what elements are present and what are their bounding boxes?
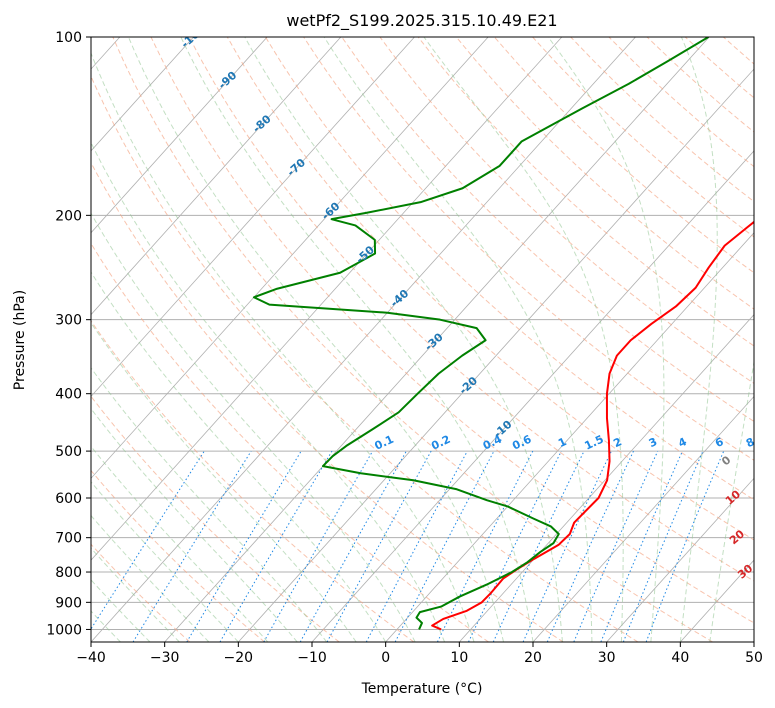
moist-adiabat-line: [323, 37, 593, 642]
mixing-ratio-line: [573, 450, 659, 642]
isotherm-line: [164, 37, 710, 642]
y-tick-label: 700: [55, 531, 82, 547]
x-tick-label: 40: [671, 650, 689, 666]
isotherm-line: [91, 37, 489, 479]
moist-adiabat-line: [180, 37, 534, 642]
moist-adiabat-line: [91, 407, 298, 642]
moist-adiabat-line: [91, 514, 210, 642]
x-tick-label: −20: [224, 650, 254, 666]
dry-adiabat-line: [91, 242, 489, 642]
y-tick-label: 200: [55, 208, 82, 224]
moist-adiabat-line: [91, 141, 446, 642]
y-tick-label: 400: [55, 387, 82, 403]
isotherm-line: [459, 313, 754, 642]
dry-adiabat-line: [226, 37, 754, 541]
y-tick-label: 100: [55, 30, 82, 46]
dry-adiabat-line: [91, 161, 564, 642]
mixing-ratio-line: [622, 450, 704, 642]
isotherm-line: [91, 37, 194, 152]
moist-adiabat-line: [679, 37, 718, 642]
isotherm-line: [91, 37, 636, 642]
x-axis: −40 −30 −20 −10 0 10 20 30 40 50: [76, 642, 763, 666]
dry-adiabat-label: 40: [751, 592, 771, 612]
x-tick-label: −10: [297, 650, 327, 666]
mixing-ratio-label: 8: [744, 435, 756, 450]
x-tick-label: 10: [450, 650, 468, 666]
mixing-ratio-line: [365, 450, 468, 642]
dry-adiabat-line: [265, 37, 754, 501]
mixing-ratio-line: [645, 450, 725, 642]
isotherm-line: [91, 37, 563, 561]
y-tick-label: 500: [55, 444, 82, 460]
moist-adiabat-line: [91, 547, 180, 642]
dewpoint-profile-line: [252, 37, 709, 630]
moist-adiabat-line: [709, 359, 754, 642]
moist-adiabat-line: [91, 322, 357, 642]
dry-adiabat-line: [188, 37, 754, 582]
x-tick-label: −30: [150, 650, 180, 666]
mixing-ratio-line: [299, 450, 407, 642]
dry-adiabat-line: [91, 469, 265, 642]
moist-adiabat-line: [91, 271, 387, 642]
isotherm-line: [238, 68, 754, 642]
y-axis-label: Pressure (hPa): [12, 290, 28, 390]
moist-adiabat-line: [91, 212, 416, 642]
isotherm-line: [532, 395, 754, 642]
dry-adiabat-label: 30: [735, 562, 755, 582]
mixing-ratio-line: [436, 450, 534, 642]
mixing-ratio-line: [132, 450, 252, 642]
y-tick-label: 900: [55, 595, 82, 611]
dry-adiabat-line: [91, 75, 639, 642]
moist-adiabat-line: [91, 481, 239, 642]
moist-adiabat-line: [91, 579, 151, 642]
x-tick-label: 20: [524, 650, 542, 666]
x-tick-label: −40: [76, 650, 106, 666]
dry-adiabat-line: [150, 37, 754, 624]
isotherm-line: [91, 37, 268, 234]
dry-adiabat-line: [455, 37, 754, 310]
moist-adiabat-line: [244, 37, 563, 642]
y-tick-label: 300: [55, 313, 82, 329]
x-tick-label: 30: [598, 650, 616, 666]
moist-adiabat-line: [423, 37, 624, 642]
mixing-ratio-line: [326, 450, 432, 642]
isotherm-line: [91, 37, 415, 398]
mixing-ratio-line: [91, 450, 205, 630]
moist-adiabat-line: [91, 445, 269, 642]
y-tick-label: 600: [55, 491, 82, 507]
x-axis-label: Temperature (°C): [361, 681, 483, 697]
dry-adiabat-line: [341, 37, 754, 423]
isotherm-line: [385, 232, 754, 642]
y-tick-label: 800: [55, 565, 82, 581]
plot-frame: [90, 36, 755, 643]
mixing-ratio-line: [546, 450, 634, 642]
chart-title: wetPf2_S199.2025.315.10.49.E21: [286, 11, 557, 31]
x-tick-label: 0: [381, 650, 390, 666]
moist-adiabat-line: [547, 37, 665, 642]
mixing-ratio-line: [600, 450, 683, 642]
x-tick-label: 50: [745, 650, 763, 666]
y-tick-label: 1000: [46, 622, 82, 638]
isotherm-line: [91, 37, 342, 316]
moist-adiabat-line: [91, 51, 475, 642]
y-axis: 100 200 300 400 500 600 700 800 900 1000: [46, 30, 91, 638]
grid-layer: [91, 37, 754, 642]
isotherm-line: [606, 477, 754, 642]
moist-adiabat-line: [127, 37, 505, 642]
temperature-profile-line: [431, 220, 754, 631]
dry-adiabat-line: [91, 320, 415, 642]
dry-adiabat-line: [112, 37, 713, 642]
dry-adiabat-line: [417, 37, 754, 347]
series-layer: [252, 37, 754, 631]
